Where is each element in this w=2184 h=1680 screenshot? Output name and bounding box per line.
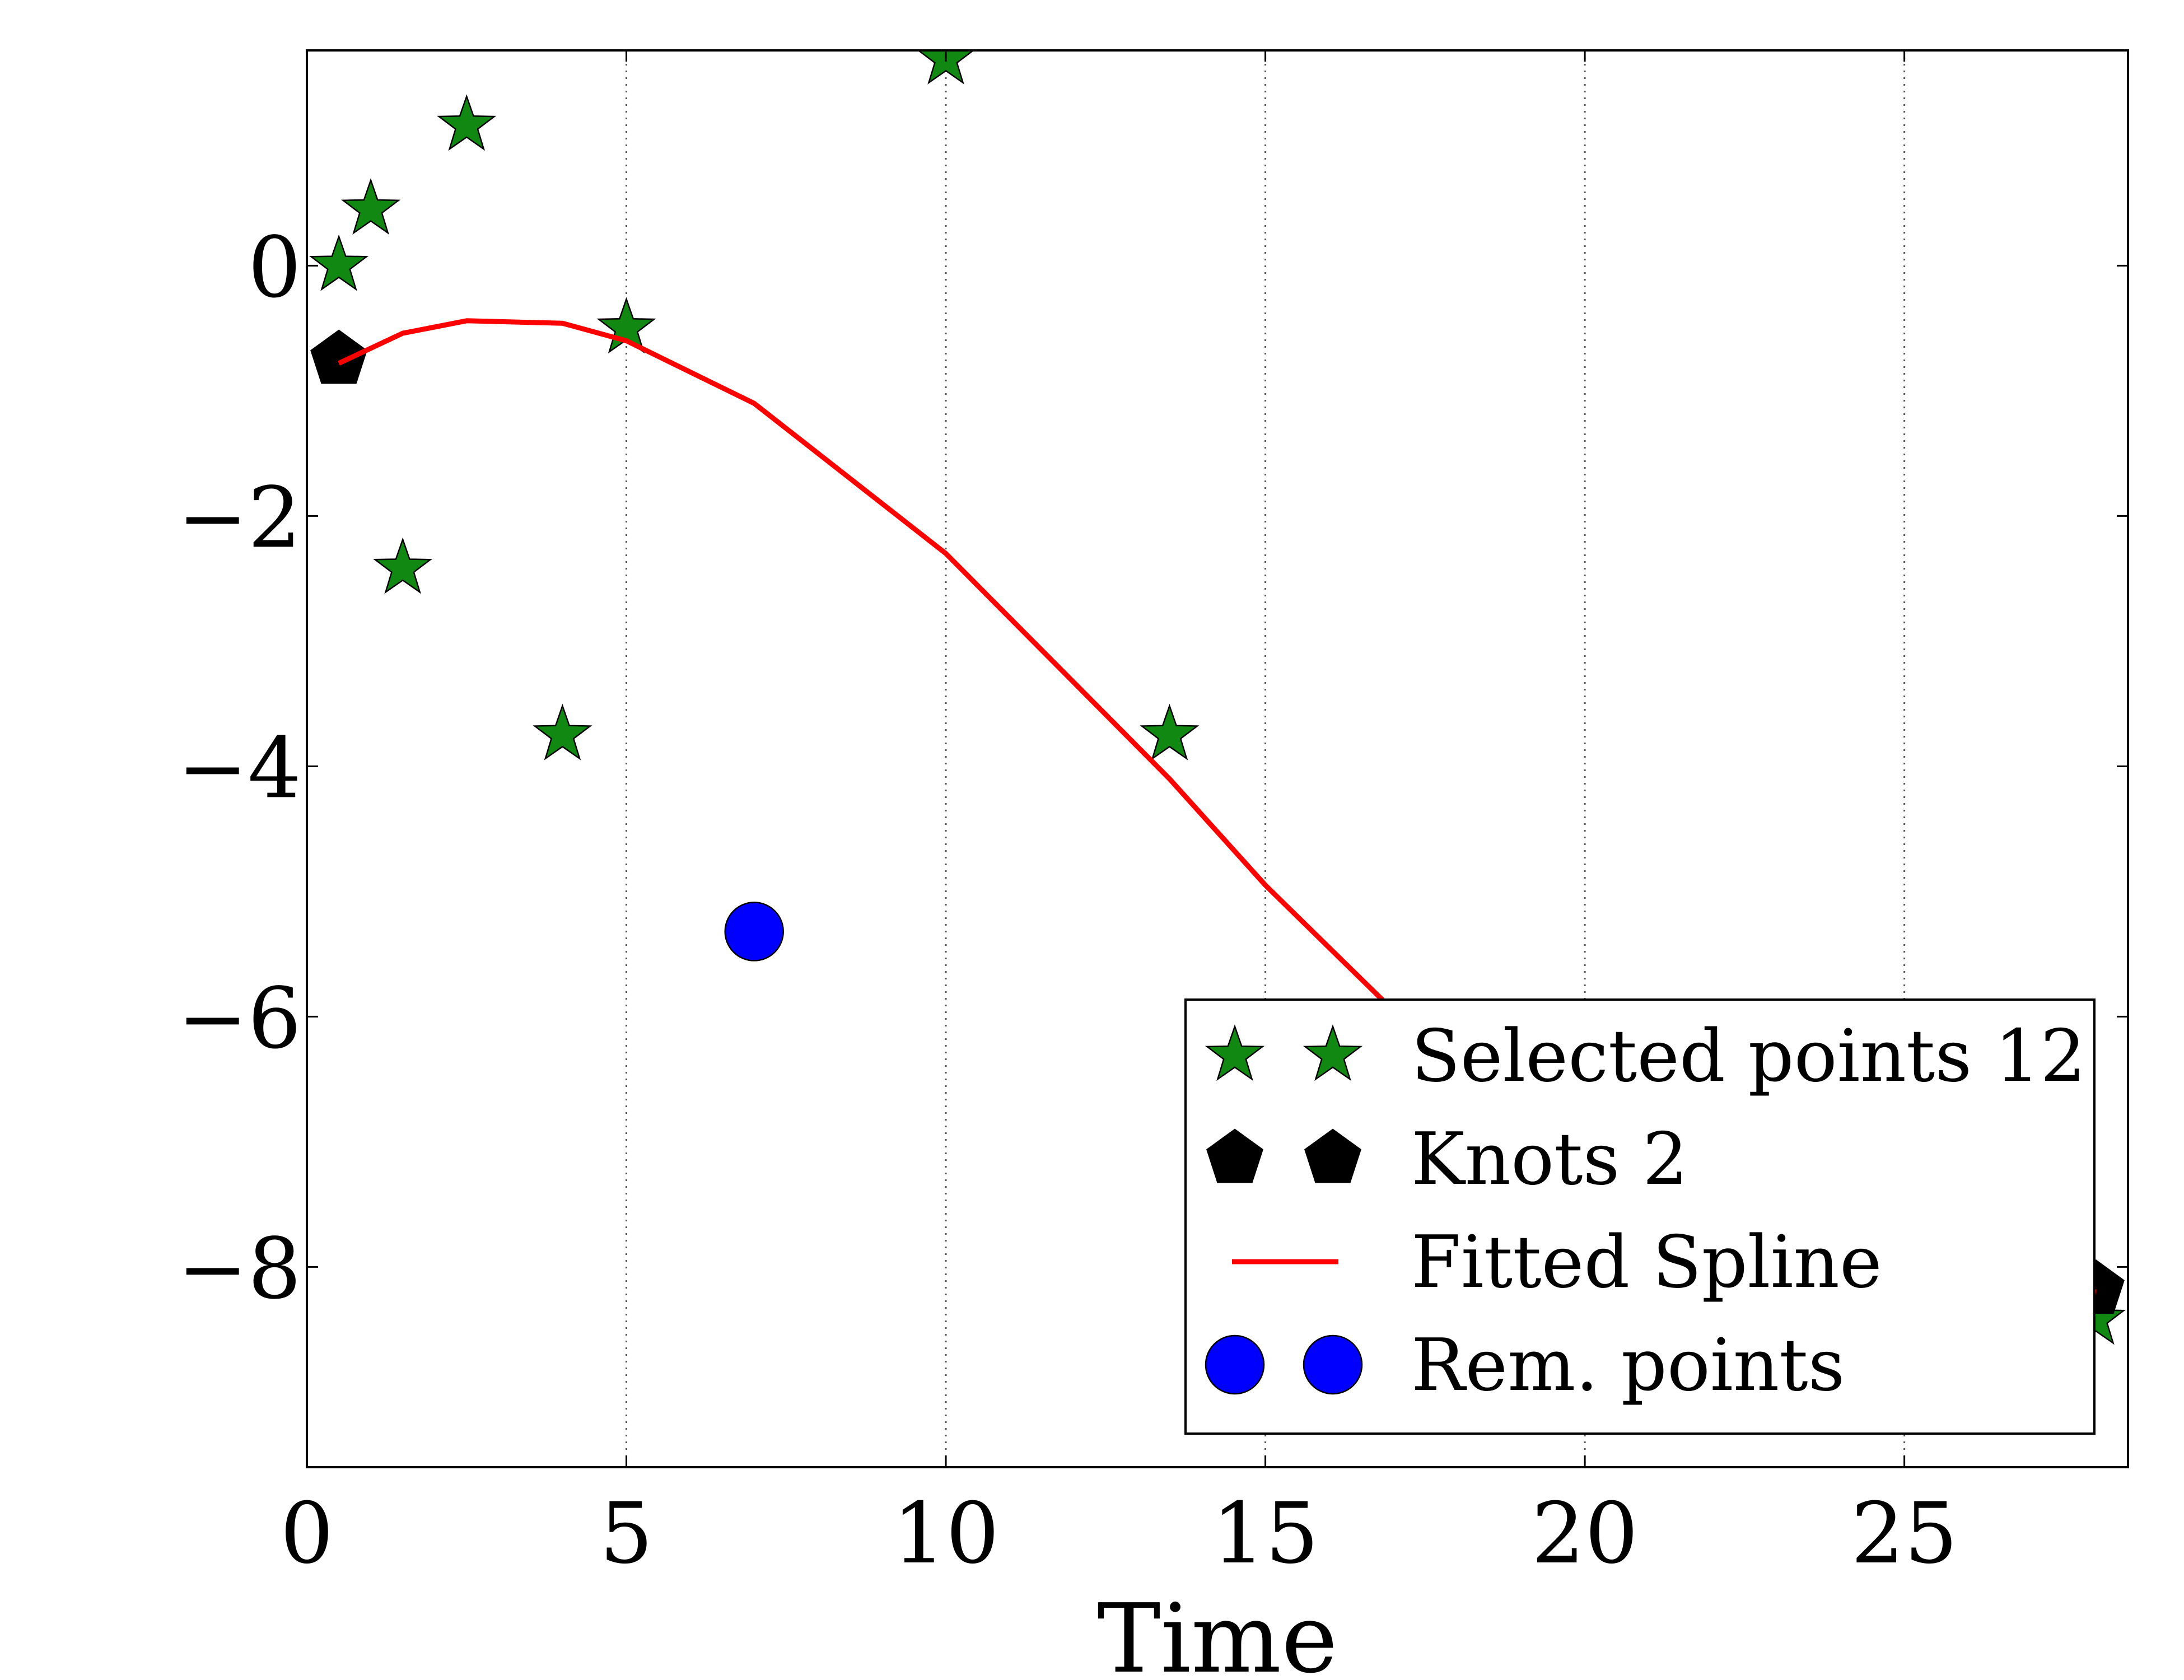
- legend-marker: [1205, 1334, 1265, 1395]
- x-tick-label: 15: [1212, 1485, 1319, 1583]
- plot-frame: [306, 49, 2129, 1468]
- legend-label: Knots 2: [1411, 1118, 1688, 1201]
- legend-marker: [1303, 1024, 1363, 1081]
- legend-marker: [1304, 1128, 1361, 1183]
- x-tick-label: 0: [280, 1485, 333, 1583]
- selected-point: [437, 94, 497, 151]
- x-tick-label: 20: [1532, 1485, 1639, 1583]
- legend-label: Fitted Spline: [1411, 1221, 1882, 1304]
- selected-point: [917, 50, 975, 85]
- x-tick-label: 5: [600, 1485, 653, 1583]
- legend: Selected points 12 Knots 2 Fitted Spline Re…: [1184, 998, 2096, 1435]
- legend-label: Selected points 12: [1411, 1015, 2086, 1098]
- x-tick-label: 25: [1851, 1485, 1958, 1583]
- y-tick-label: −6: [178, 970, 301, 1067]
- selected-point: [309, 234, 369, 291]
- selected-point: [596, 297, 656, 354]
- y-tick-label: −4: [178, 720, 301, 817]
- y-tick-label: −8: [178, 1220, 301, 1318]
- y-tick-label: −2: [178, 469, 301, 567]
- legend-marker: [1206, 1128, 1263, 1183]
- selected-point: [533, 703, 592, 760]
- x-tick-label: 10: [893, 1485, 1000, 1583]
- grid-lines: [626, 50, 1906, 1467]
- legend-label: Rem. points: [1411, 1324, 1845, 1407]
- selected-point: [1140, 703, 1200, 760]
- y-tick-label: 0: [248, 219, 301, 316]
- legend-marker: [1205, 1024, 1265, 1081]
- selected-point: [373, 537, 433, 594]
- removed-point: [724, 902, 784, 962]
- axis-ticks: 0 5 10 15 20 25 0 −2 −4 −6 −8: [178, 50, 2128, 1583]
- selected-point: [341, 178, 401, 235]
- x-axis-title: Time: [1097, 1584, 1338, 1680]
- knot-point: [310, 329, 367, 384]
- legend-marker: [1303, 1334, 1363, 1395]
